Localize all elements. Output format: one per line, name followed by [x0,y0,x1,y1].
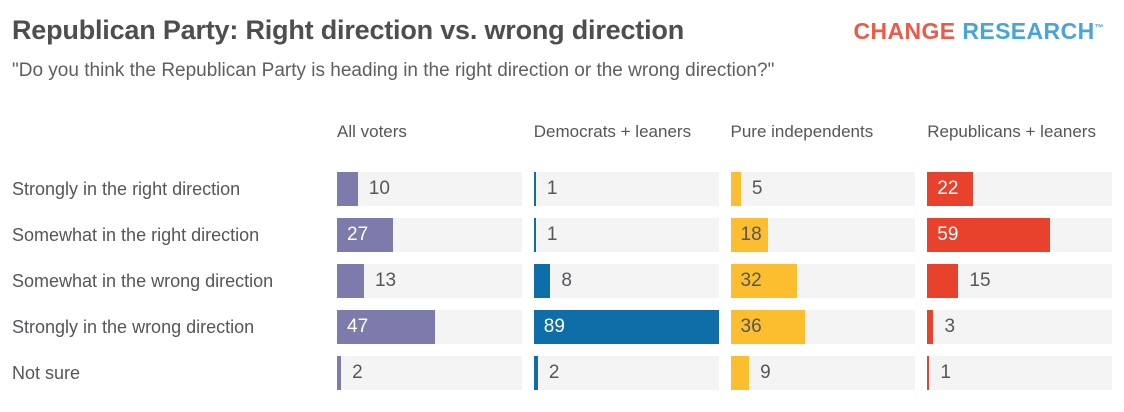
bar-republicans-leaners-strongly-in-the-right-direction [927,172,973,206]
bar-pure-independents-somewhat-in-the-wrong-direction [730,264,797,298]
bar-value-label: 2 [352,362,363,383]
bar-value-label: 10 [368,178,390,199]
bar-democrats-leaners-somewhat-in-the-right-direction [533,218,536,252]
bar-track-pure-independents-not-sure: 9 [730,356,916,390]
trademark-symbol: ™ [1094,22,1104,33]
column-header-democrats-leaners: Democrats + leaners [533,122,692,141]
header: Republican Party: Right direction vs. wr… [12,14,1112,46]
bar-track-democrats-leaners-strongly-in-the-wrong-direction: 89 [533,310,719,344]
column-header-all-voters: All voters [337,122,407,141]
bar-track-pure-independents-strongly-in-the-wrong-direction: 36 [730,310,916,344]
page-title: Republican Party: Right direction vs. wr… [12,15,684,45]
bar-track-republicans-leaners-strongly-in-the-wrong-direction: 3 [927,310,1112,344]
bar-democrats-leaners-strongly-in-the-right-direction [533,172,536,206]
survey-question: "Do you think the Republican Party is he… [12,60,775,81]
bar-track-all-voters-not-sure: 2 [337,356,522,390]
bar-track-pure-independents-strongly-in-the-right-direction: 5 [730,172,916,206]
logo-word-research: RESEARCH [962,18,1095,44]
bar-value-label: 32 [740,270,762,291]
bar-track-pure-independents-somewhat-in-the-right-direction: 18 [730,218,916,252]
row-label-somewhat-in-the-right-direction: Somewhat in the right direction [12,225,260,245]
bar-track-democrats-leaners-somewhat-in-the-wrong-direction: 8 [533,264,719,298]
row-label-strongly-in-the-right-direction: Strongly in the right direction [12,179,241,199]
bar-track-republicans-leaners-somewhat-in-the-wrong-direction: 15 [927,264,1112,298]
row-label-strongly-in-the-wrong-direction: Strongly in the wrong direction [12,317,255,337]
row-label-somewhat-in-the-wrong-direction: Somewhat in the wrong direction [12,271,274,291]
bar-republicans-leaners-somewhat-in-the-right-direction [927,218,1050,252]
page: Republican Party: Right direction vs. wr… [12,14,1112,390]
bar-all-voters-not-sure [337,356,342,390]
bar-value-label: 18 [740,224,762,245]
bar-republicans-leaners-not-sure [927,356,930,390]
bar-value-label: 5 [751,178,763,199]
bar-value-label: 1 [546,224,558,245]
bar-track-all-voters-somewhat-in-the-right-direction: 27 [337,218,522,252]
bar-value-label: 9 [760,362,771,383]
bar-value-label: 2 [548,362,560,383]
bar-value-label: 3 [944,316,956,337]
bar-all-voters-somewhat-in-the-right-direction [337,218,394,252]
bar-track-all-voters-strongly-in-the-wrong-direction: 47 [337,310,522,344]
chart: All voters Democrats + leaners Pure indepe… [12,104,1112,390]
bar-track-democrats-leaners-somewhat-in-the-right-direction: 1 [533,218,719,252]
bar-all-voters-strongly-in-the-right-direction [337,172,358,206]
bar-track-pure-independents-somewhat-in-the-wrong-direction: 32 [730,264,916,298]
change-research-logo: CHANGE RESEARCH™ [853,18,1104,45]
column-header-pure-independents: Pure independents [730,122,874,141]
bar-track-republicans-leaners-strongly-in-the-right-direction: 22 [927,172,1112,206]
bar-track-democrats-leaners-strongly-in-the-right-direction: 1 [533,172,719,206]
bar-democrats-leaners-strongly-in-the-wrong-direction [533,310,719,344]
bar-value-label: 1 [546,178,558,199]
bar-value-label: 13 [374,270,397,291]
bar-democrats-leaners-not-sure [533,356,538,390]
bar-track-democrats-leaners-not-sure: 2 [533,356,719,390]
column-header-spacer [12,104,325,160]
bar-track-all-voters-strongly-in-the-right-direction: 10 [337,172,522,206]
bar-pure-independents-not-sure [730,356,750,390]
bar-value-label: 89 [543,316,565,337]
bar-value-label: 22 [937,178,959,199]
bar-value-label: 27 [347,224,369,245]
bar-value-label: 36 [740,316,762,337]
bar-track-republicans-leaners-somewhat-in-the-right-direction: 59 [927,218,1112,252]
bar-track-all-voters-somewhat-in-the-wrong-direction: 13 [337,264,522,298]
bar-value-label: 8 [561,270,572,291]
row-label-not-sure: Not sure [12,363,81,383]
bar-pure-independents-strongly-in-the-wrong-direction [730,310,806,344]
bar-republicans-leaners-strongly-in-the-wrong-direction [927,310,934,344]
bar-track-republicans-leaners-not-sure: 1 [927,356,1112,390]
bar-value-label: 1 [940,362,951,383]
bar-value-label: 47 [347,316,369,337]
bar-value-label: 59 [937,224,959,245]
bar-pure-independents-somewhat-in-the-right-direction [730,218,768,252]
bar-all-voters-strongly-in-the-wrong-direction [337,310,435,344]
bar-all-voters-somewhat-in-the-wrong-direction [337,264,364,298]
bar-republicans-leaners-somewhat-in-the-wrong-direction [927,264,959,298]
bar-value-label: 15 [969,270,991,291]
bar-pure-independents-strongly-in-the-right-direction [730,172,741,206]
column-header-republicans-leaners: Republicans + leaners [927,122,1096,141]
logo-word-change: CHANGE [853,18,956,44]
bar-democrats-leaners-somewhat-in-the-wrong-direction [533,264,551,298]
